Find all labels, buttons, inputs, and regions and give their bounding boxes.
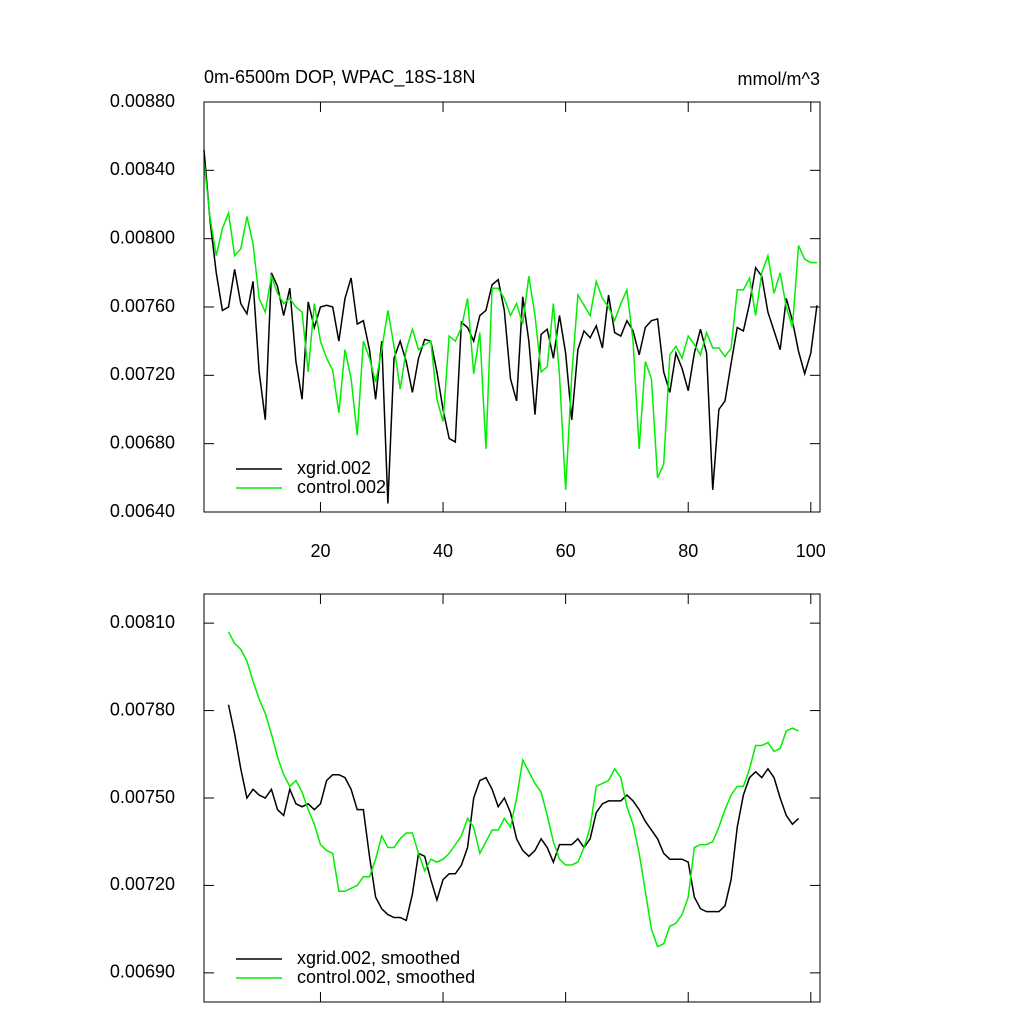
x-tick-label: 20 bbox=[310, 541, 330, 561]
legend-label: control.002 bbox=[297, 477, 386, 497]
y-tick-label: 0.00810 bbox=[110, 612, 175, 632]
y-tick-label: 0.00640 bbox=[110, 501, 175, 521]
legend-label: xgrid.002 bbox=[297, 458, 371, 478]
legend-label: control.002, smoothed bbox=[297, 967, 475, 987]
y-tick-label: 0.00760 bbox=[110, 296, 175, 316]
series-line bbox=[227, 704, 800, 922]
y-tick-label: 0.00800 bbox=[110, 227, 175, 247]
series-line bbox=[203, 149, 818, 504]
units-label: mmol/m^3 bbox=[738, 69, 820, 89]
y-tick-label: 0.00880 bbox=[110, 91, 175, 111]
plot-frame bbox=[203, 593, 821, 1003]
x-tick-label: 80 bbox=[678, 541, 698, 561]
y-tick-label: 0.00680 bbox=[110, 432, 175, 452]
y-tick-label: 0.00720 bbox=[110, 874, 175, 894]
series-line bbox=[203, 161, 817, 490]
y-tick-label: 0.00780 bbox=[110, 699, 175, 719]
x-tick-label: 40 bbox=[433, 541, 453, 561]
x-tick-label: 60 bbox=[556, 541, 576, 561]
y-tick-label: 0.00840 bbox=[110, 159, 175, 179]
y-tick-label: 0.00720 bbox=[110, 364, 175, 384]
plot-frame bbox=[203, 101, 821, 513]
chart-title: 0m-6500m DOP, WPAC_18S-18N bbox=[204, 67, 475, 88]
series-line bbox=[227, 631, 799, 948]
y-tick-label: 0.00690 bbox=[110, 962, 175, 982]
legend-label: xgrid.002, smoothed bbox=[297, 948, 460, 968]
x-tick-label: 100 bbox=[796, 541, 826, 561]
y-tick-label: 0.00750 bbox=[110, 787, 175, 807]
